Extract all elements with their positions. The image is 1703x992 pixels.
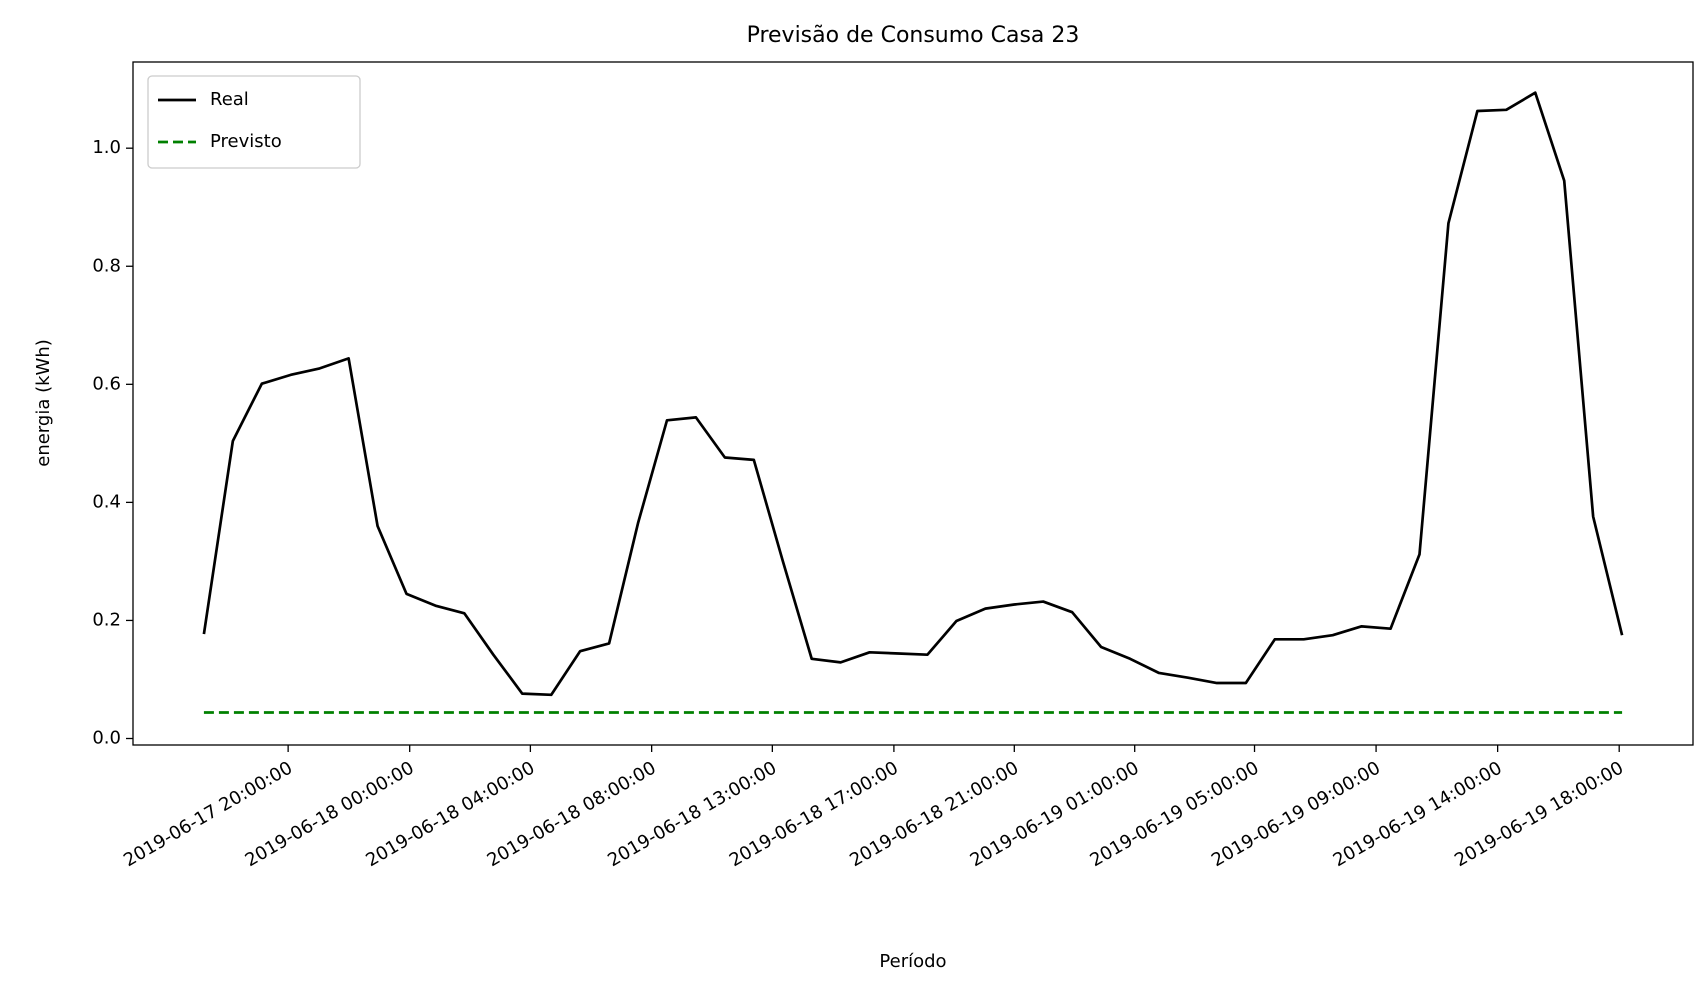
y-tick-label: 0.8 xyxy=(92,255,121,276)
y-tick-label: 0.4 xyxy=(92,491,121,512)
y-tick-label: 0.2 xyxy=(92,609,121,630)
y-tick-label: 0.0 xyxy=(92,728,121,749)
plot-frame xyxy=(132,61,1694,746)
y-tick-label: 0.6 xyxy=(92,373,121,394)
legend-label: Previsto xyxy=(210,131,282,152)
x-axis-label: Período xyxy=(879,951,946,972)
series-line xyxy=(202,91,1624,697)
legend-label: Real xyxy=(210,89,249,110)
legend-box xyxy=(147,75,361,169)
y-tick-label: 1.0 xyxy=(92,137,121,158)
chart-title: Previsão de Consumo Casa 23 xyxy=(747,23,1080,48)
legend: Real Previsto xyxy=(147,75,361,169)
y-axis-label: energia (kWh) xyxy=(33,339,54,467)
